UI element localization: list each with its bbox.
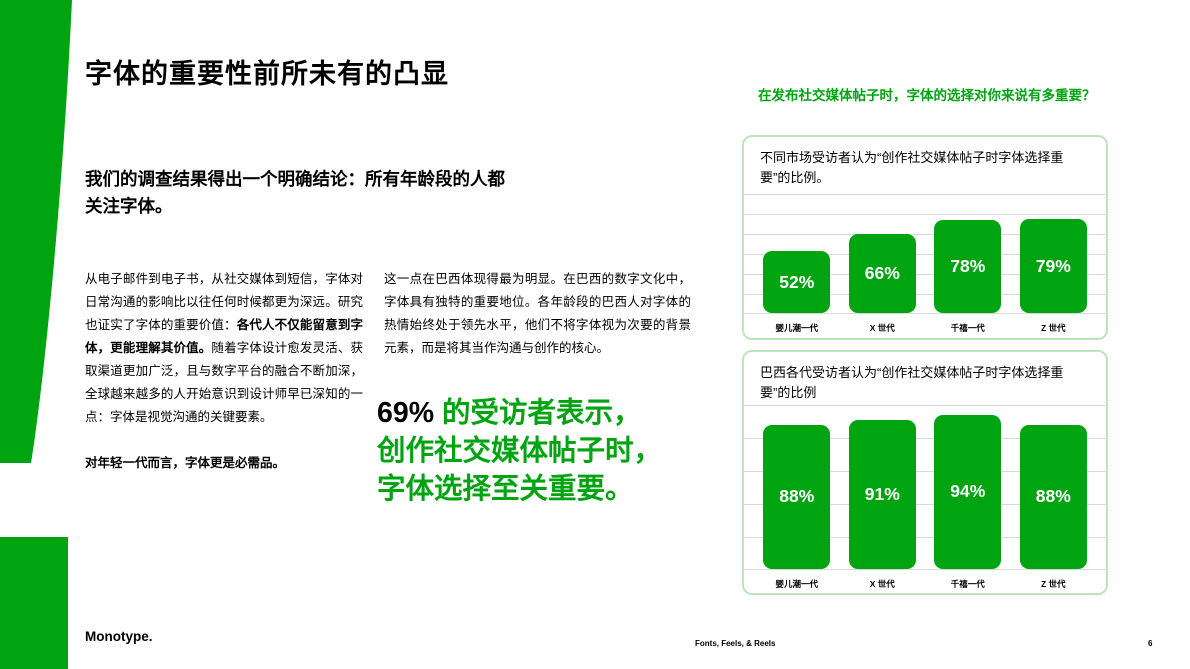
key-statistic-text-line3: 字体选择至关重要。 <box>377 473 634 505</box>
body-text-bold: 各代人不仅能留意到字体，更能理解其价值。 <box>85 318 363 355</box>
bar-column: 66% <box>840 194 926 313</box>
bar-value-label: 52% <box>779 271 815 292</box>
bar: 52% <box>763 251 831 313</box>
body-column-1-note: 对年轻一代而言，字体更是必需品。 <box>85 456 286 470</box>
key-statistic-text-line1: 的受访者表示， <box>434 397 642 429</box>
chart-card-markets: 不同市场受访者认为“创作社交媒体帖子时字体选择重要”的比例。 52% 66% 78%… <box>742 135 1108 340</box>
body-text: 从电子邮件到电子书，从社交媒体到短信，字体对日常沟通的影响比以往任何时候都更为深… <box>85 272 363 332</box>
category-label: 婴儿潮一代 <box>775 579 818 589</box>
category-label: 婴儿潮一代 <box>775 323 818 333</box>
body-column-1: 从电子邮件到电子书，从社交媒体到短信，字体对日常沟通的影响比以往任何时候都更为深… <box>85 268 363 429</box>
monotype-exclamation-brand-mark <box>0 0 72 669</box>
key-statistic-text-line2: 创作社交媒体帖子时， <box>377 435 663 467</box>
bar-column: 88% <box>1011 405 1097 569</box>
bar-chart-bars: 52% 66% 78% 79% <box>744 194 1106 313</box>
key-statistic: 69% 的受访者表示， 创作社交媒体帖子时， 字体选择至关重要。 <box>377 394 707 508</box>
bar-value-label: 78% <box>950 256 986 277</box>
footer-page-number: 6 <box>1148 639 1153 648</box>
bar-value-label: 66% <box>864 263 900 284</box>
category-label: X 世代 <box>869 579 895 589</box>
survey-question-heading: 在发布社交媒体帖子时，字体的选择对你来说有多重要？ <box>758 88 1096 103</box>
footer-document-title: Fonts, Feels, & Reels <box>695 639 776 648</box>
category-label: 千禧一代 <box>950 323 985 333</box>
bar: 66% <box>848 234 916 313</box>
bar-column: 88% <box>754 405 840 569</box>
bar-value-label: 94% <box>950 481 986 502</box>
bar-column: 94% <box>925 405 1011 569</box>
chart-title: 不同市场受访者认为“创作社交媒体帖子时字体选择重要”的比例。 <box>760 150 1064 185</box>
bar-column: 91% <box>840 405 926 569</box>
page-title: 字体的重要性前所未有的凸显 <box>85 59 449 89</box>
bar-value-label: 88% <box>779 486 815 507</box>
key-statistic-number: 69% <box>377 397 435 429</box>
bar-chart-bars: 88% 91% 94% 88% <box>744 405 1106 569</box>
bar: 79% <box>1019 219 1087 313</box>
category-label: 千禧一代 <box>950 579 985 589</box>
bar-column: 52% <box>754 194 840 313</box>
bar-chart-category-axis: 婴儿潮一代 X 世代 千禧一代 Z 世代 <box>744 314 1106 334</box>
bar-chart-plot-area: 52% 66% 78% 79% <box>744 194 1106 314</box>
bar: 94% <box>934 414 1002 569</box>
footer-brand-logo: Monotype. <box>85 629 153 644</box>
body-column-2: 这一点在巴西体现得最为明显。在巴西的数字文化中，字体具有独特的重要地位。各年龄段… <box>384 272 691 355</box>
bar-value-label: 79% <box>1035 255 1071 276</box>
category-label: Z 世代 <box>1040 323 1066 333</box>
bar-chart-plot-area: 88% 91% 94% 88% <box>744 405 1106 570</box>
bar: 88% <box>1019 424 1087 569</box>
category-label: X 世代 <box>869 323 895 333</box>
chart-card-brazil: 巴西各代受访者认为“创作社交媒体帖子时字体选择重要”的比例 88% 91% 94% 8… <box>742 350 1108 595</box>
category-label: Z 世代 <box>1040 579 1066 589</box>
bar-chart-category-axis: 婴儿潮一代 X 世代 千禧一代 Z 世代 <box>744 570 1106 590</box>
bar-value-label: 91% <box>864 483 900 504</box>
bar: 78% <box>934 220 1002 313</box>
bar: 91% <box>848 419 916 569</box>
bar-column: 78% <box>925 194 1011 313</box>
body-text: 随着字体设计愈发灵活、获取渠道更加广泛，且与数字平台的融合不断加深，全球越来越多… <box>85 341 363 424</box>
bar: 88% <box>763 424 831 569</box>
bar-value-label: 88% <box>1035 486 1071 507</box>
chart-title: 巴西各代受访者认为“创作社交媒体帖子时字体选择重要”的比例 <box>760 365 1064 400</box>
bar-column: 79% <box>1011 194 1097 313</box>
intro-statement: 我们的调查结果得出一个明确结论：所有年龄段的人都关注字体。 <box>85 169 505 217</box>
